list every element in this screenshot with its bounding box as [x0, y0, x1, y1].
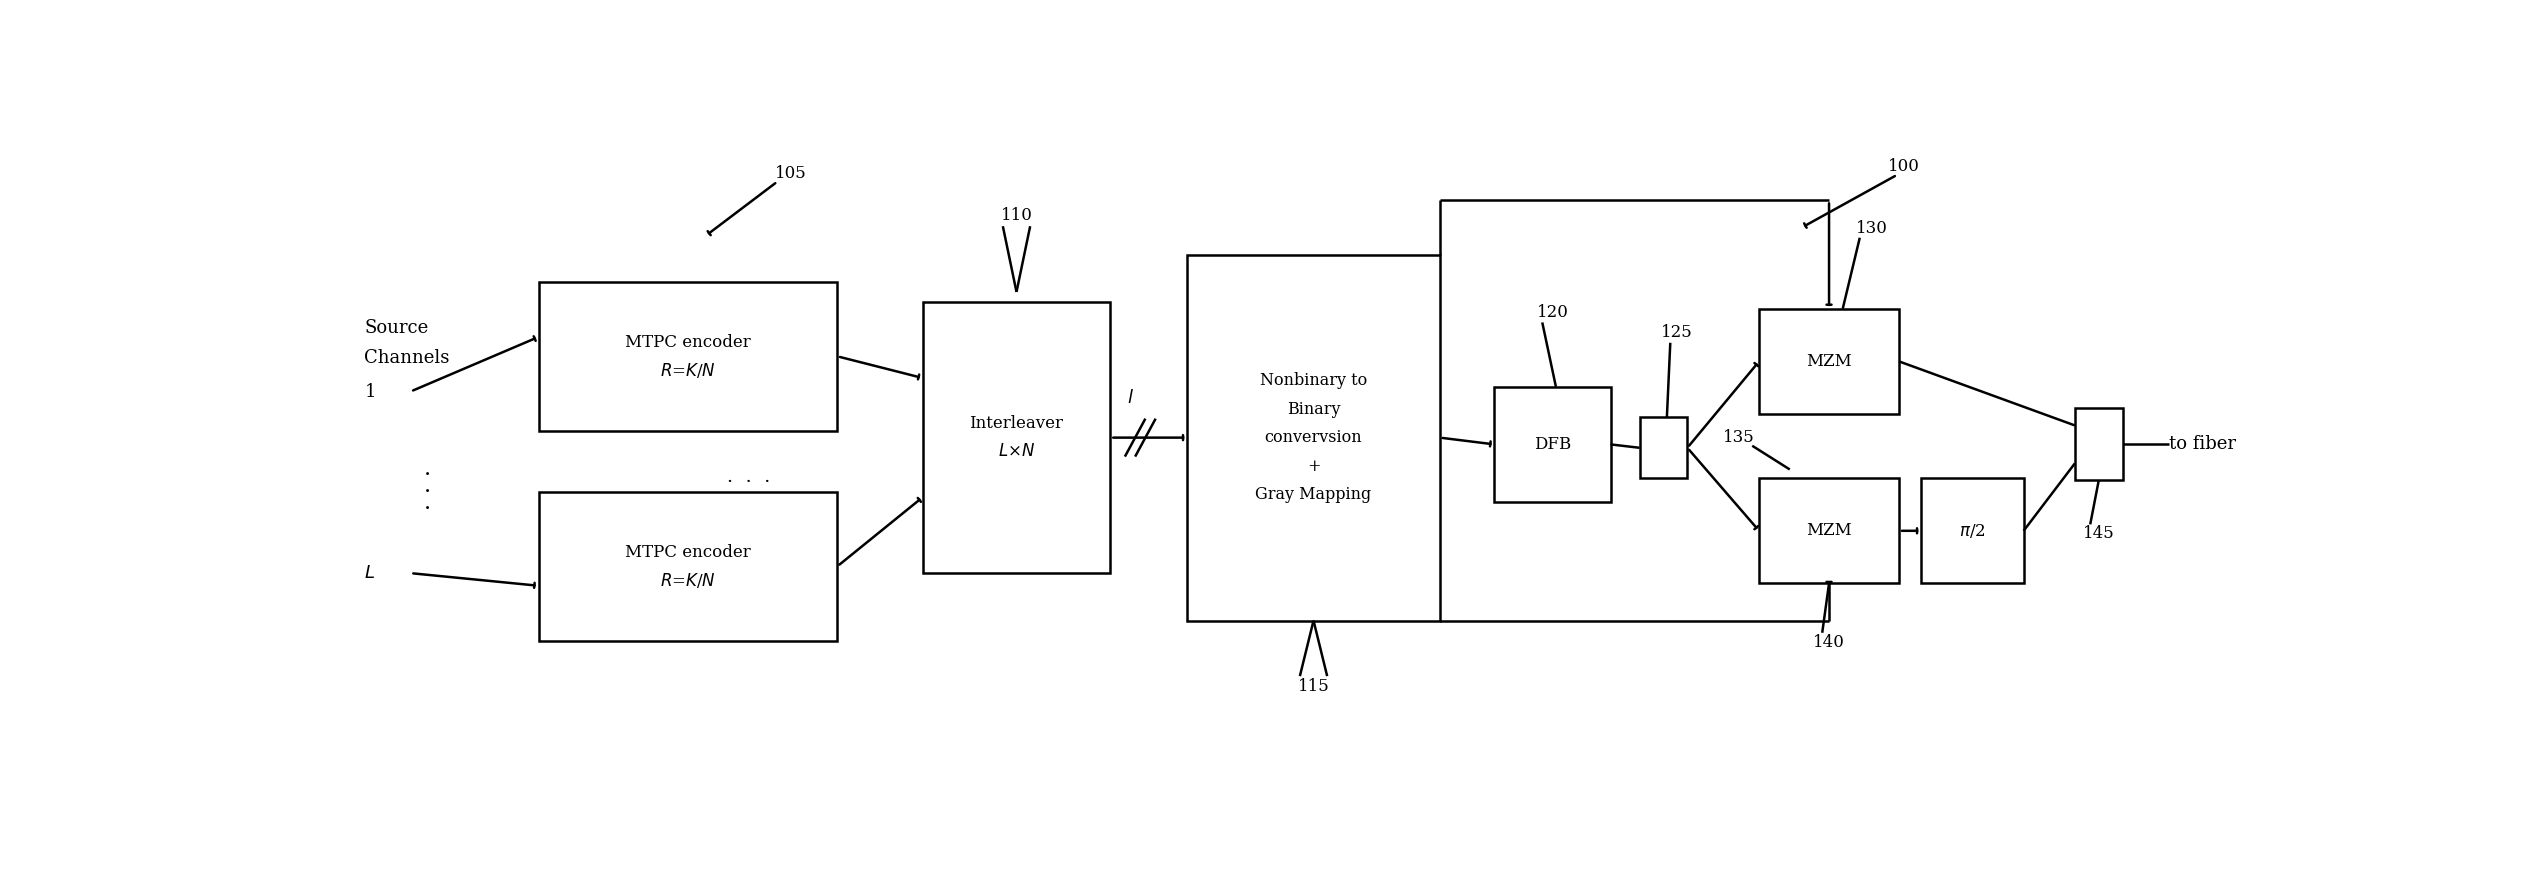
Text: $\pi$/2: $\pi$/2 [1958, 522, 1986, 539]
Text: MTPC encoder: MTPC encoder [626, 544, 750, 561]
Text: ·  ·  ·: · · · [727, 473, 770, 491]
Bar [1758, 309, 1900, 414]
Text: 105: 105 [775, 165, 808, 182]
Text: Interleaver: Interleaver [970, 414, 1064, 432]
Text: $l$: $l$ [1127, 389, 1135, 407]
Text: MZM: MZM [1806, 523, 1852, 539]
Text: Source: Source [365, 319, 428, 337]
Text: $R$=$K$/$N$: $R$=$K$/$N$ [661, 571, 717, 590]
Text: Channels: Channels [365, 348, 451, 367]
Text: 130: 130 [1857, 220, 1887, 238]
Bar [1639, 417, 1687, 478]
Text: Gray Mapping: Gray Mapping [1256, 486, 1373, 503]
Text: $L$×$N$: $L$×$N$ [998, 444, 1036, 460]
Text: MTPC encoder: MTPC encoder [626, 334, 750, 350]
Bar [2075, 408, 2123, 480]
Bar [540, 282, 838, 431]
Text: 135: 135 [1722, 429, 1755, 446]
Bar [1920, 479, 2024, 583]
Bar [1188, 254, 1439, 620]
Text: to fiber: to fiber [2168, 436, 2237, 453]
Text: 100: 100 [1887, 158, 1920, 175]
Text: $R$=$K$/$N$: $R$=$K$/$N$ [661, 361, 717, 380]
Text: Binary: Binary [1287, 400, 1340, 418]
Text: $L$: $L$ [365, 564, 375, 583]
Text: ·: · [423, 480, 431, 502]
Bar [1758, 479, 1900, 583]
Bar [1494, 387, 1611, 502]
Text: 140: 140 [1814, 634, 1844, 650]
Text: ·: · [423, 498, 431, 520]
Text: 125: 125 [1662, 324, 1692, 341]
Bar [540, 492, 838, 641]
Text: +: + [1307, 458, 1320, 474]
Text: MZM: MZM [1806, 353, 1852, 370]
Bar [922, 302, 1109, 573]
Text: ·: · [423, 464, 431, 486]
Text: DFB: DFB [1535, 436, 1570, 453]
Text: 110: 110 [1001, 207, 1033, 224]
Text: 1: 1 [365, 383, 375, 400]
Text: convervsion: convervsion [1264, 429, 1363, 446]
Text: 145: 145 [2082, 525, 2115, 542]
Text: 120: 120 [1538, 304, 1568, 321]
Text: Nonbinary to: Nonbinary to [1259, 372, 1368, 389]
Text: 115: 115 [1297, 678, 1330, 695]
